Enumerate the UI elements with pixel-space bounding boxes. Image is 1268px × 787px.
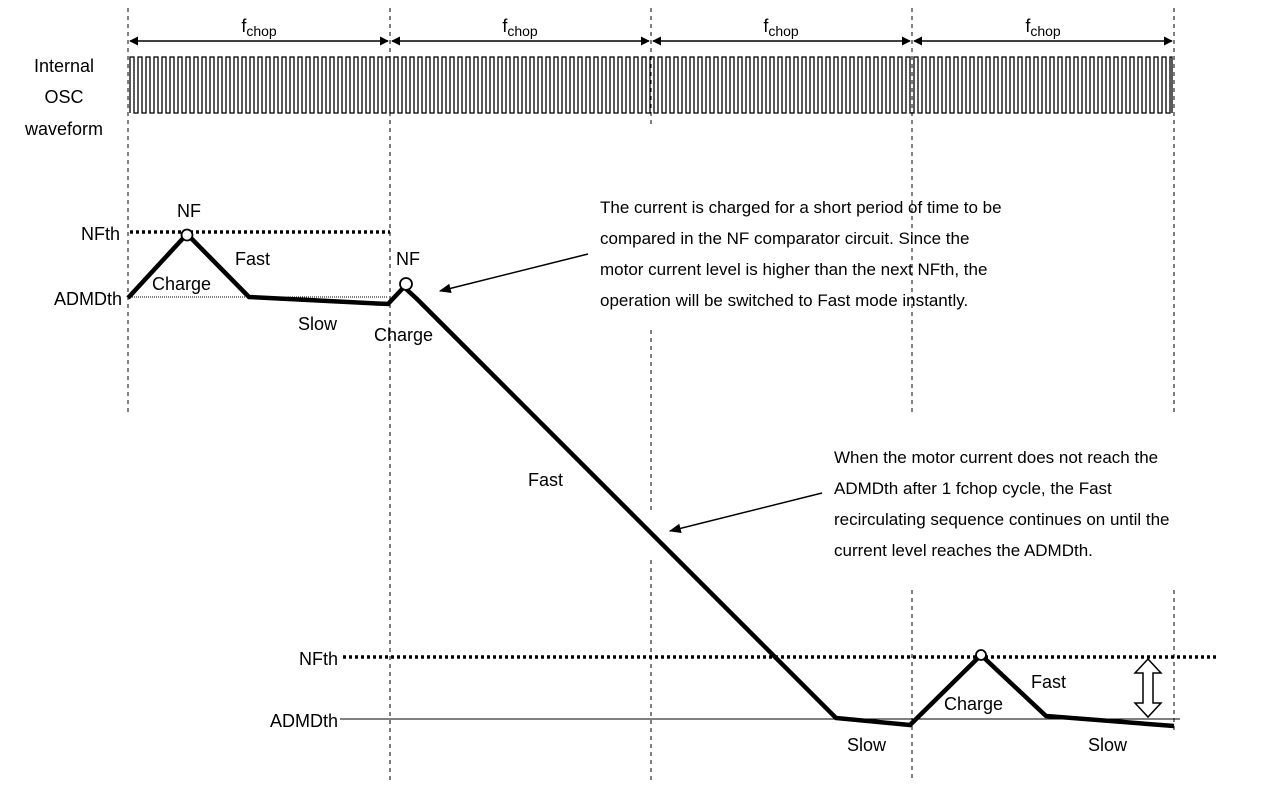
period-label-4: fchop xyxy=(1025,16,1061,39)
period-label-3: fchop xyxy=(763,16,799,39)
annotation-1-line-3: motor current level is higher than the n… xyxy=(600,260,987,279)
annotation-2-line-4: current level reaches the ADMDth. xyxy=(834,541,1093,560)
nf-marker-2 xyxy=(399,277,413,291)
admdth-label-top: ADMDth xyxy=(54,289,122,309)
annotation-2-line-2: ADMDth after 1 fchop cycle, the Fast xyxy=(834,479,1112,498)
period-labels: fchop fchop fchop fchop xyxy=(241,16,1061,39)
label-fast-2: Fast xyxy=(528,470,563,490)
osc-label-line-2: OSC xyxy=(44,87,83,107)
annotation-2-line-1: When the motor current does not reach th… xyxy=(834,448,1158,467)
annotation-nf-comparator: The current is charged for a short perio… xyxy=(438,198,1002,310)
label-slow-3: Slow xyxy=(1088,735,1128,755)
osc-label-line-3: waveform xyxy=(24,119,103,139)
osc-label-line-1: Internal xyxy=(34,56,94,76)
label-nf-1: NF xyxy=(177,201,201,221)
annotation-1-line-4: operation will be switched to Fast mode … xyxy=(600,291,968,310)
admdth-label-bottom: ADMDth xyxy=(270,711,338,731)
nf-marker-1 xyxy=(180,228,194,242)
nfth-label-top: NFth xyxy=(81,224,120,244)
nf-marker-3 xyxy=(975,649,987,661)
period-label-2: fchop xyxy=(502,16,538,39)
period-label-1: fchop xyxy=(241,16,277,39)
segment-labels: NF Charge Fast Slow NF Charge Fast Slow … xyxy=(152,201,1128,755)
label-nf-2: NF xyxy=(396,249,420,269)
period-boundaries xyxy=(127,8,1175,780)
label-slow-2: Slow xyxy=(847,735,887,755)
osc-label: Internal OSC waveform xyxy=(24,56,103,139)
annotation-2-line-3: recirculating sequence continues on unti… xyxy=(834,510,1170,529)
current-trace xyxy=(126,230,1175,729)
label-charge-2: Charge xyxy=(374,325,433,345)
nfth-label-bottom: NFth xyxy=(299,649,338,669)
label-slow-1: Slow xyxy=(298,314,338,334)
annotation-1-line-1: The current is charged for a short perio… xyxy=(600,198,1002,217)
annotation-1-line-2: compared in the NF comparator circuit. S… xyxy=(600,229,969,248)
label-fast-1: Fast xyxy=(235,249,270,269)
threshold-gap-arrow xyxy=(1133,657,1163,719)
annotation-2-arrow xyxy=(668,492,823,534)
label-charge-1: Charge xyxy=(152,274,211,294)
label-fast-3: Fast xyxy=(1031,672,1066,692)
osc-waveform xyxy=(129,56,1173,114)
annotation-1-arrow xyxy=(438,253,589,294)
annotation-fast-sequence: When the motor current does not reach th… xyxy=(668,448,1170,560)
label-charge-3: Charge xyxy=(944,694,1003,714)
